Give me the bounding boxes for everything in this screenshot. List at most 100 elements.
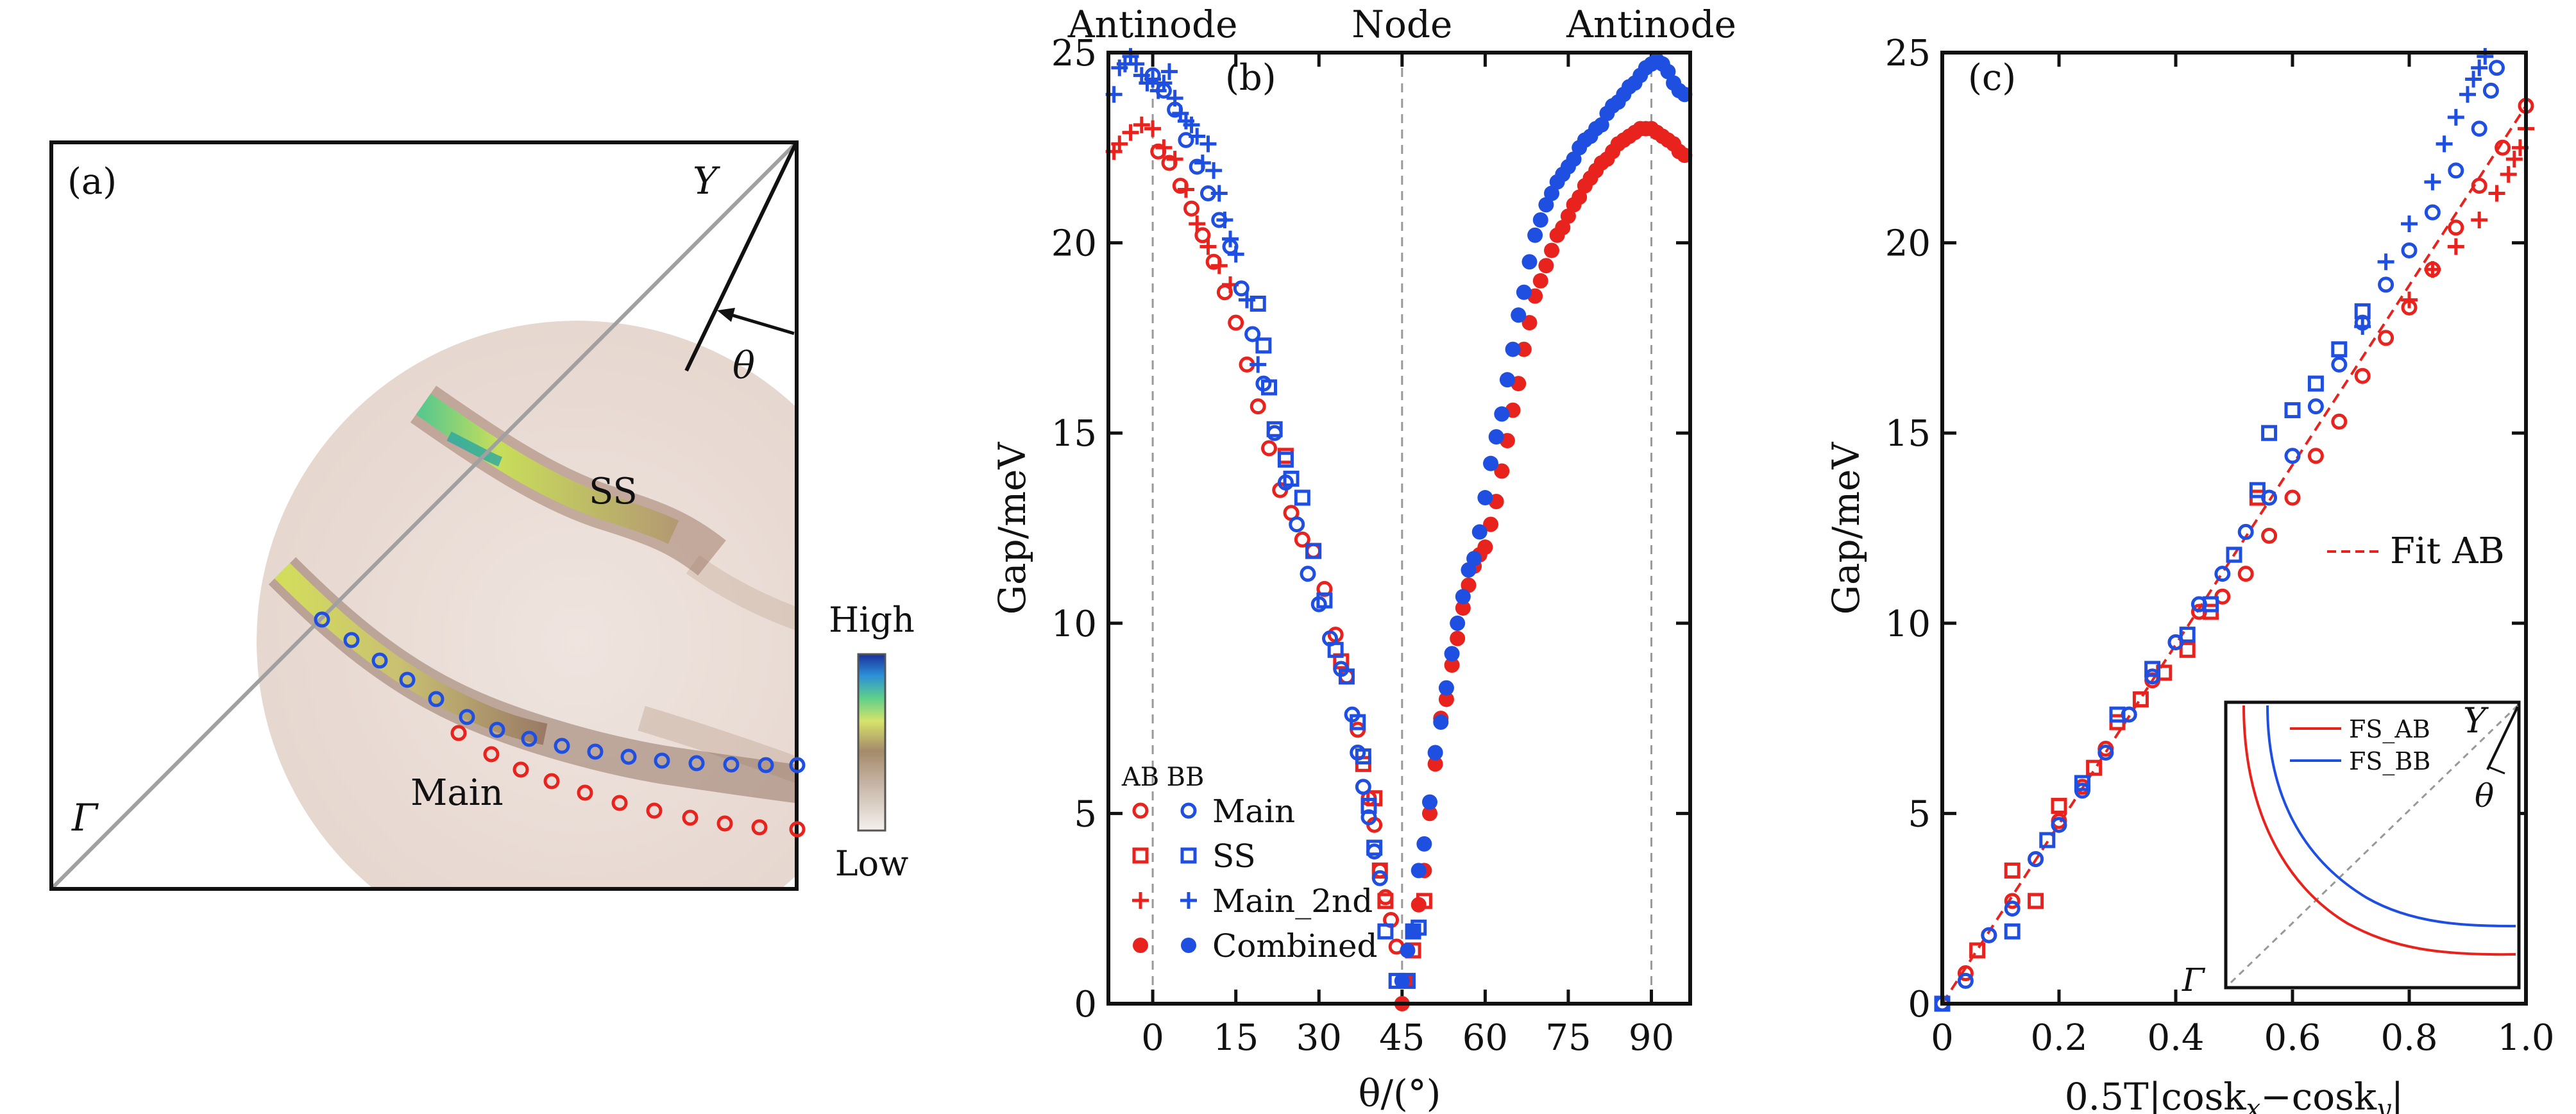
data-point-ab-square xyxy=(2086,759,2103,776)
y-point-label: Y xyxy=(693,159,720,203)
fs-ab-curve xyxy=(2242,705,2516,956)
legend-label: Main xyxy=(1212,793,1295,830)
data-point-bb-dot xyxy=(1438,680,1454,696)
colorbar-high-label: High xyxy=(829,600,915,640)
data-point-bb-square xyxy=(2074,775,2090,791)
data-point-bb-dot xyxy=(1566,151,1582,167)
data-point-ab-plus xyxy=(2500,165,2517,183)
data-point-ab-circle xyxy=(1261,440,1278,457)
data-point-ab-dot xyxy=(1461,577,1477,593)
data-point-bb-plus xyxy=(1238,291,1255,308)
y-tick-label: 15 xyxy=(1051,413,1097,455)
legend-marker-bb xyxy=(1180,892,1197,909)
data-point-ab-plus xyxy=(1144,120,1162,137)
data-point-bb-square xyxy=(1366,840,1383,856)
data-point-ab-circle xyxy=(2448,219,2464,236)
x-tick-label: 0.6 xyxy=(2264,1017,2321,1059)
data-point-bb-dot xyxy=(1466,550,1482,566)
bb-sample-point xyxy=(314,611,330,628)
data-point-ab-plus xyxy=(1155,139,1173,156)
x-tick-label: 1.0 xyxy=(2497,1017,2554,1059)
data-point-bb-dot xyxy=(1511,307,1527,323)
legend-label: Main_2nd xyxy=(1212,882,1373,920)
bb-sample-point xyxy=(654,752,670,769)
legend-marker-ab xyxy=(1132,847,1149,864)
data-point-bb-circle xyxy=(2237,523,2254,540)
legend-label: Combined xyxy=(1212,927,1378,965)
bb-sample-point xyxy=(688,755,705,772)
data-point-bb-square xyxy=(1327,641,1344,658)
y-tick-label: 0 xyxy=(1908,984,1931,1025)
data-point-ab-circle xyxy=(2471,178,2487,194)
data-point-bb-plus xyxy=(1250,356,1267,373)
ab-sample-point xyxy=(577,784,593,801)
data-point-bb-plus xyxy=(2424,173,2441,190)
data-point-ab-square xyxy=(1371,862,1388,879)
data-point-bb-circle xyxy=(2214,566,2231,582)
bb-sample-point xyxy=(399,671,416,688)
ab-sample-point xyxy=(513,761,529,778)
inset-diagonal xyxy=(2230,704,2519,984)
data-point-bb-dot xyxy=(1499,372,1515,388)
data-point-bb-dot xyxy=(1532,212,1548,228)
data-point-bb-square xyxy=(2284,402,2301,419)
data-point-bb-plus xyxy=(2401,215,2418,232)
data-point-bb-dot xyxy=(1411,863,1427,879)
ab-sample-point xyxy=(789,821,806,838)
legend-marker-ab xyxy=(1133,938,1148,953)
data-point-bb-plus xyxy=(2471,59,2488,76)
data-point-bb-dot xyxy=(1471,524,1487,540)
data-point-bb-dot xyxy=(1593,117,1609,133)
top-axis-label: Antinode xyxy=(1067,3,1238,46)
x-tick-label: 45 xyxy=(1379,1017,1425,1059)
data-point-ab-circle xyxy=(2284,489,2301,506)
data-point-ab-square xyxy=(2004,862,2021,879)
top-axis-label: Node xyxy=(1352,3,1452,46)
data-point-ab-dot xyxy=(1477,539,1493,555)
x-tick-label: 0.2 xyxy=(2030,1017,2087,1059)
data-point-bb-plus xyxy=(2459,86,2476,103)
data-point-ab-square xyxy=(2132,691,2149,707)
y-tick-label: 0 xyxy=(1074,984,1097,1025)
legend-marker-bb xyxy=(1181,938,1196,953)
gap-sampling-points xyxy=(314,611,806,838)
data-point-bb-dot xyxy=(1521,254,1538,270)
inset-theta-tick xyxy=(2488,766,2505,775)
panel-b-gap-vs-angle: 0 15 30 45 60 75 90 0 5 10 15 20 25 (b) Gap/meV θ/(°… xyxy=(990,3,1736,1114)
y-tick-label: 10 xyxy=(1885,603,1931,645)
ab-sample-point xyxy=(483,746,500,763)
data-point-ab-plus xyxy=(1199,238,1217,255)
y-tick-label: 20 xyxy=(1885,223,1931,265)
data-point-ab-circle xyxy=(2331,413,2348,430)
data-point-bb-circle xyxy=(1366,843,1383,860)
inset-legend-bb: FS_BB xyxy=(2349,747,2430,776)
arpes-intensity-map xyxy=(257,321,797,889)
data-point-ab-plus xyxy=(2447,238,2464,255)
data-point-bb-square xyxy=(2354,303,2371,319)
panel-c-ylabel: Gap/meV xyxy=(1824,441,1868,614)
data-point-bb-circle xyxy=(1981,927,1997,943)
data-point-ab-plus xyxy=(2471,212,2488,229)
panel-c-frame xyxy=(1940,51,2528,1006)
panel-c-ticks: 0 0.2 0.4 0.6 0.8 1.0 0 5 10 15 20 25 xyxy=(1885,33,2555,1059)
ab-sample-point xyxy=(543,773,560,789)
data-point-bb-circle xyxy=(2051,816,2067,833)
data-point-ab-circle xyxy=(2378,330,2394,346)
data-point-ab-dot xyxy=(1572,189,1588,205)
data-point-bb-plus xyxy=(1227,246,1244,263)
data-point-bb-plus xyxy=(1210,185,1228,202)
y-tick-label: 10 xyxy=(1051,603,1097,645)
ab-sample-point xyxy=(682,809,699,826)
legend-header-ab: AB xyxy=(1121,763,1159,792)
intensity-colorbar xyxy=(857,653,886,832)
bb-sample-point xyxy=(371,652,388,669)
data-point-bb-dot xyxy=(1483,455,1499,471)
panel-b-xlabel: θ/(°) xyxy=(1359,1072,1441,1114)
data-point-ab-plus xyxy=(1177,181,1194,198)
data-point-ab-dot xyxy=(1411,897,1427,913)
data-point-bb-circle xyxy=(2097,744,2114,761)
data-point-bb-square xyxy=(1250,296,1266,312)
data-point-bb-square xyxy=(1355,748,1371,764)
data-point-bb-dot xyxy=(1527,227,1543,243)
